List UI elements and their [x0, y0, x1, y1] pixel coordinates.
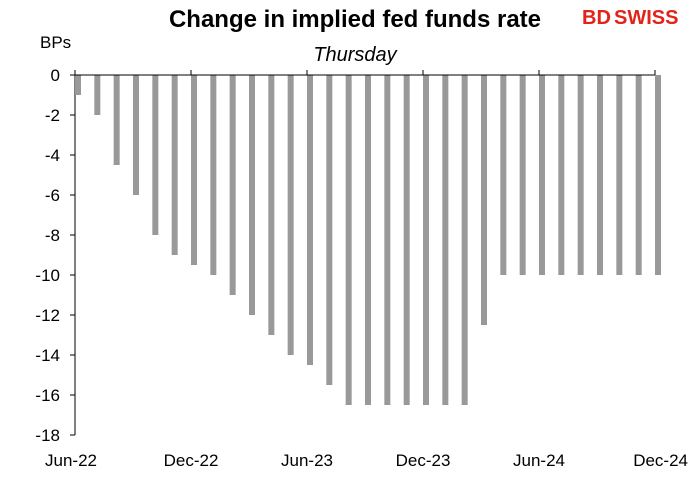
bar	[75, 75, 81, 95]
bar	[539, 75, 545, 275]
x-tick-label: Jun-24	[513, 451, 565, 470]
bar	[616, 75, 623, 275]
y-tick-label: -2	[45, 106, 60, 125]
bar	[384, 75, 391, 405]
bar	[268, 75, 275, 335]
y-tick-label: -12	[35, 306, 60, 325]
bar	[442, 75, 449, 405]
bar	[365, 75, 371, 405]
bar	[597, 75, 603, 275]
bar	[133, 75, 139, 195]
bars	[75, 75, 661, 405]
y-tick-label: -14	[35, 346, 60, 365]
bar	[152, 75, 159, 235]
bar	[500, 75, 507, 275]
chart-title: Change in implied fed funds rate	[169, 6, 541, 33]
x-tick-label: Jun-22	[45, 451, 97, 470]
logo-bd-text: BD	[582, 7, 611, 29]
bar	[171, 75, 178, 255]
x-tick-label: Dec-24	[633, 451, 688, 470]
bar	[519, 75, 526, 275]
brand-logo: BD SWISS	[582, 7, 678, 29]
x-tick-label: Dec-22	[164, 451, 219, 470]
bar	[113, 75, 120, 165]
bar	[461, 75, 468, 405]
bar	[558, 75, 565, 275]
y-tick-label: -8	[45, 226, 60, 245]
bar	[423, 75, 429, 405]
bar	[210, 75, 217, 275]
chart-subtitle: Thursday	[313, 44, 397, 66]
y-axis: 0 -2 -4 -6 -8 -10 -12 -14 -16 -18	[35, 66, 76, 445]
bar	[229, 75, 236, 295]
y-tick-label: -6	[45, 186, 60, 205]
y-tick-label: -10	[35, 266, 60, 285]
y-tick-label: 0	[51, 66, 60, 85]
bar	[345, 75, 352, 405]
bar	[577, 75, 584, 275]
y-tick-label: -4	[45, 146, 60, 165]
bar	[481, 75, 487, 325]
bar	[307, 75, 313, 365]
y-tick-label: -16	[35, 386, 60, 405]
bar	[191, 75, 197, 265]
bar	[94, 75, 101, 115]
x-axis: Jun-22 Dec-22 Jun-23 Dec-23 Jun-24 Dec-24	[45, 70, 688, 470]
logo-swiss-text: SWISS	[614, 7, 678, 29]
bar	[326, 75, 333, 385]
bar	[403, 75, 410, 405]
bar	[249, 75, 255, 315]
x-tick-label: Dec-23	[396, 451, 451, 470]
y-axis-label: BPs	[40, 33, 71, 52]
x-tick-label: Jun-23	[281, 451, 333, 470]
y-tick-label: -18	[35, 426, 60, 445]
bar	[635, 75, 642, 275]
bar	[287, 75, 294, 355]
bar	[655, 75, 661, 275]
